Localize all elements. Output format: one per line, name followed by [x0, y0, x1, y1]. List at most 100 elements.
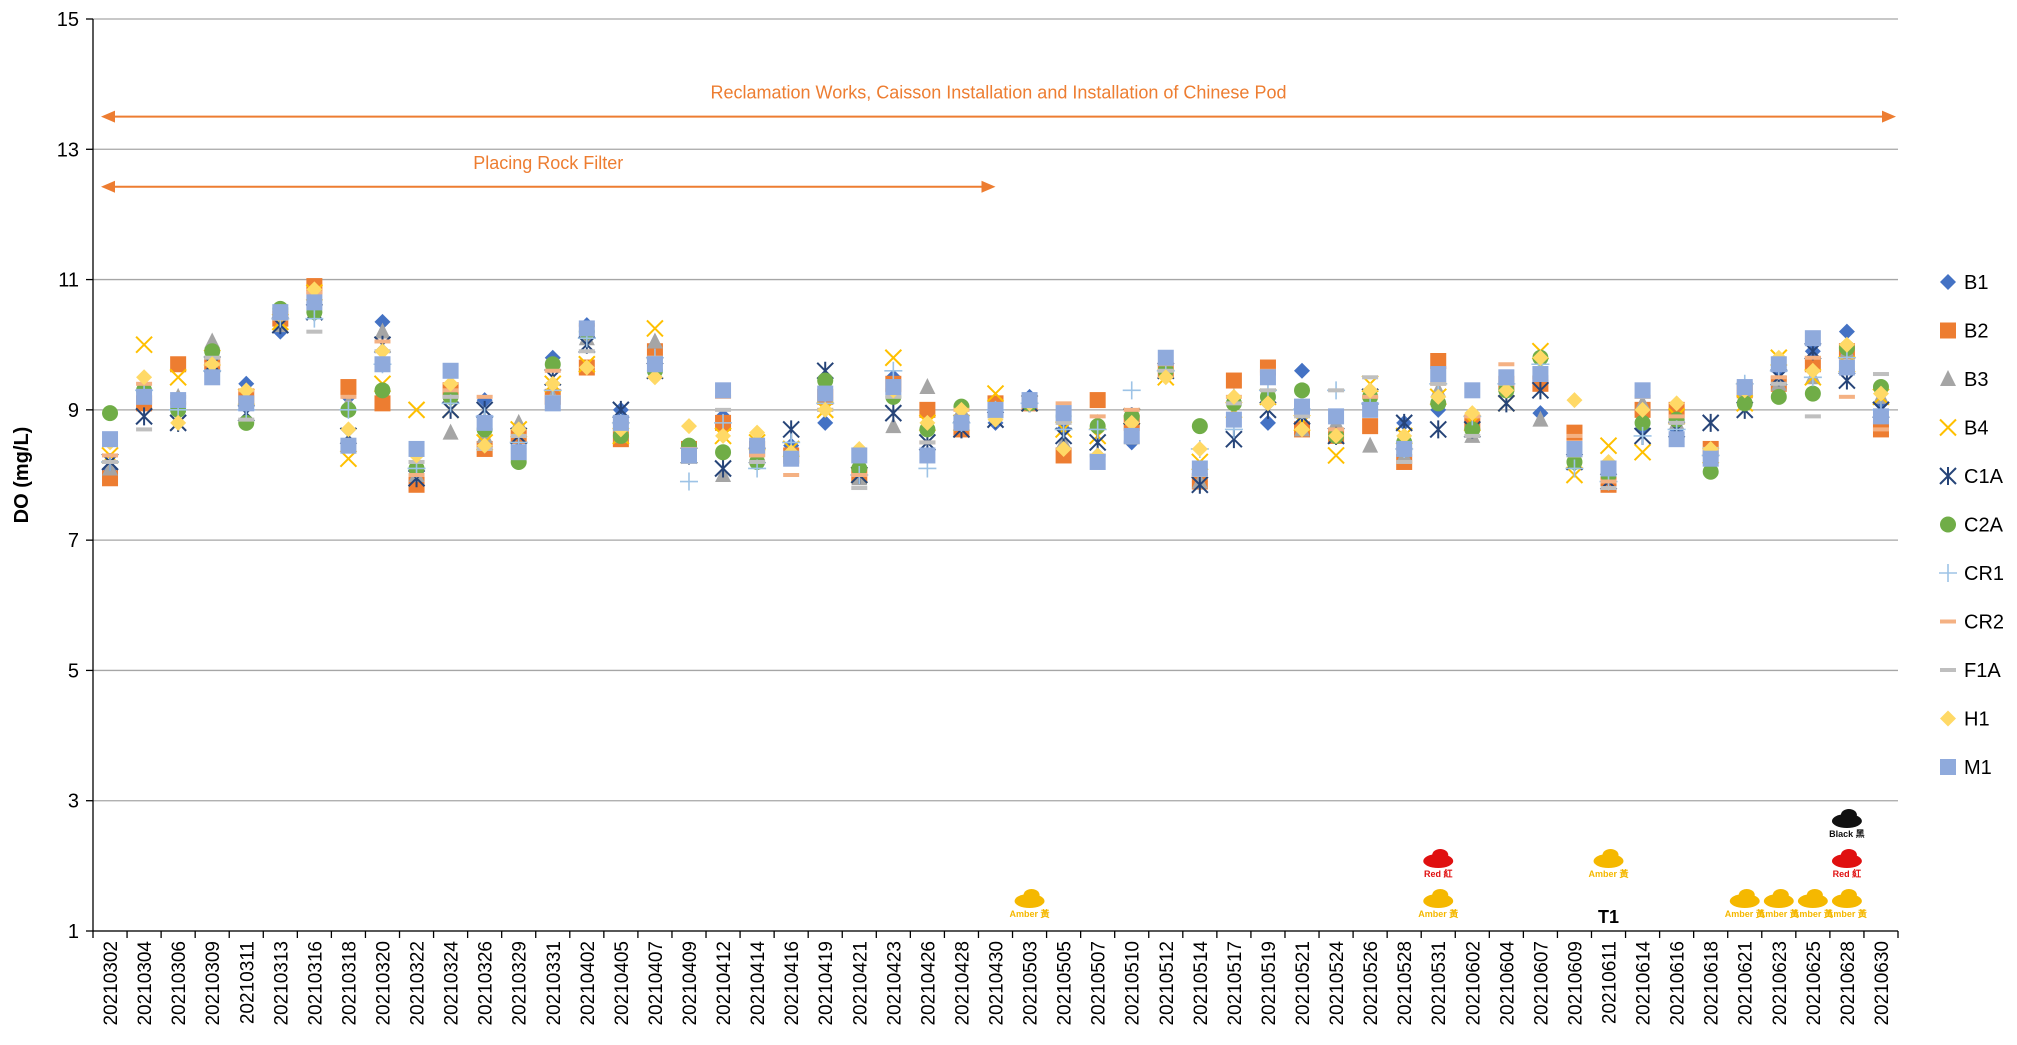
marker	[1532, 410, 1549, 427]
marker	[1362, 375, 1379, 380]
marker	[1600, 460, 1617, 477]
marker	[102, 405, 119, 422]
marker	[749, 424, 766, 441]
marker	[1430, 388, 1447, 405]
x-tick-label: 20210304	[135, 941, 156, 1026]
legend-label: F1A	[1964, 660, 2001, 682]
marker	[340, 437, 357, 454]
marker	[442, 423, 459, 440]
marker	[1498, 362, 1515, 367]
marker	[1838, 323, 1855, 340]
marker	[374, 339, 391, 344]
arrow-head	[1882, 110, 1896, 123]
x-tick-label: 20210329	[510, 941, 531, 1026]
x-tick-label: 20210526	[1361, 941, 1382, 1026]
marker	[1225, 388, 1242, 405]
marker	[1430, 353, 1447, 369]
legend-label: M1	[1964, 757, 1992, 779]
marker	[374, 322, 391, 339]
marker	[1464, 433, 1481, 438]
signal-label: Amber 黃	[1589, 868, 1629, 879]
marker	[885, 417, 902, 434]
marker	[1089, 414, 1106, 419]
marker	[1191, 418, 1208, 435]
marker	[749, 453, 766, 458]
marker	[817, 401, 834, 418]
marker	[1123, 427, 1140, 444]
marker	[1804, 330, 1821, 347]
y-tick-label: 3	[68, 791, 79, 813]
marker	[1668, 420, 1685, 425]
marker	[1668, 414, 1685, 419]
marker	[1838, 394, 1855, 399]
marker	[1464, 382, 1481, 399]
x-tick-label: 20210402	[578, 941, 599, 1026]
marker	[1328, 388, 1345, 393]
marker	[135, 407, 153, 426]
marker	[953, 414, 970, 431]
x-tick-label: 20210405	[612, 941, 633, 1026]
marker	[884, 404, 903, 423]
marker	[646, 319, 664, 338]
marker	[1939, 564, 1957, 582]
y-tick-label: 5	[68, 660, 79, 682]
marker	[1770, 381, 1787, 386]
marker	[170, 414, 187, 431]
marker	[204, 369, 221, 386]
period-label: Reclamation Works, Caisson Installation …	[711, 83, 1287, 103]
marker	[408, 440, 425, 457]
marker	[544, 356, 561, 373]
series-h1	[102, 281, 1889, 470]
x-tick-label: 20210505	[1055, 941, 1076, 1026]
marker	[715, 382, 732, 399]
marker	[817, 385, 834, 402]
marker	[1633, 426, 1652, 445]
marker	[1294, 414, 1311, 419]
marker	[1498, 369, 1515, 386]
marker	[1089, 392, 1106, 409]
marker	[1429, 420, 1447, 439]
marker	[1294, 398, 1311, 415]
x-tick-label: 20210416	[782, 941, 803, 1026]
x-tick-label: 20210623	[1770, 941, 1791, 1026]
marker	[1804, 355, 1821, 360]
marker	[1668, 395, 1685, 412]
marker	[1430, 366, 1447, 383]
marker	[1362, 436, 1379, 453]
marker	[578, 359, 595, 376]
marker	[1633, 443, 1652, 461]
legend-label: B2	[1964, 321, 1988, 343]
marker	[204, 343, 221, 360]
marker	[305, 309, 324, 328]
signal-cloud	[1602, 849, 1619, 861]
marker	[1600, 479, 1617, 484]
marker	[646, 369, 663, 386]
marker	[1838, 359, 1855, 376]
marker	[1123, 414, 1140, 431]
x-tick-label: 20210630	[1872, 941, 1893, 1026]
x-tick-label: 20210306	[169, 941, 190, 1026]
marker	[1634, 401, 1651, 418]
marker	[1294, 421, 1311, 438]
signal-cloud	[1840, 809, 1857, 821]
marker	[476, 394, 493, 399]
marker	[442, 375, 459, 392]
marker	[1599, 436, 1618, 455]
marker	[1259, 414, 1276, 431]
marker	[1872, 372, 1889, 377]
marker	[374, 382, 391, 399]
marker	[851, 447, 868, 464]
marker	[476, 414, 493, 431]
marker	[1464, 421, 1481, 438]
marker	[510, 444, 527, 461]
x-tick-label: 20210517	[1225, 941, 1246, 1026]
marker	[749, 459, 766, 464]
legend-label: H1	[1964, 709, 1990, 731]
marker	[646, 356, 663, 373]
marker	[1804, 414, 1821, 419]
signal-label: Amber 黃	[1759, 908, 1799, 919]
marker	[1498, 382, 1515, 399]
marker	[1327, 446, 1345, 465]
